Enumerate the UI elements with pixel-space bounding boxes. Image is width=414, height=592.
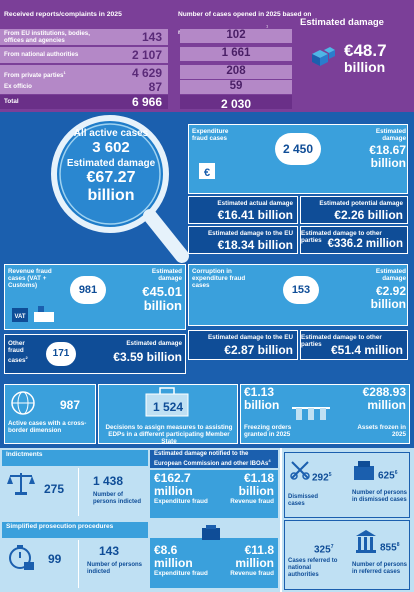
opened-value-eu: 102 — [180, 29, 292, 43]
freezing-icon — [290, 396, 332, 422]
corruption-count: 153 — [283, 276, 319, 304]
crossborder-label: Active cases with a cross-border dimensi… — [8, 420, 87, 435]
expenditure-eu-box: Estimated damage to the EU €18.34 billio… — [188, 226, 298, 254]
crossborder-count: 987 — [60, 398, 81, 412]
received-row-exofficio: Ex officio 87 — [0, 80, 168, 94]
freezing-value: €1.13 billion — [244, 385, 280, 412]
revenue-label: Revenue fraud cases (VAT + Customs) — [8, 268, 52, 290]
simplified-count: 99 — [48, 552, 62, 566]
indictments-count: 275 — [44, 482, 65, 496]
indictments-heading: Indictments — [2, 450, 148, 466]
expenditure-actual-box: Estimated actual damage €16.41 billion — [188, 196, 298, 224]
corruption-eu-box: Estimated damage to the EU €2.87 billion — [188, 330, 298, 360]
corruption-other-box: Estimated damage to other parties €51.4 … — [300, 330, 408, 360]
other-fraud-label: Other fraud cases2 — [8, 340, 28, 365]
vat-ship-icon: VAT — [10, 302, 58, 328]
transfer-icon — [142, 386, 192, 418]
received-row-national: From national authorities 2 107 — [0, 47, 168, 63]
dismissed-persons-label: Number of persons in dismissed cases — [352, 490, 408, 503]
all-active-block: All active cases 3 602 Estimated damage … — [66, 128, 156, 204]
referred-box — [284, 520, 410, 590]
svg-text:VAT: VAT — [14, 314, 25, 320]
dismissed-box — [284, 452, 410, 518]
opened-damage-label: Estimated damage — [300, 17, 384, 28]
blocks-icon — [310, 44, 336, 68]
money-box-icon — [200, 524, 222, 542]
expenditure-count: 2 450 — [275, 133, 321, 165]
dismissed-count: 2925 — [312, 472, 332, 484]
notified-values-box: €162.7 million Expenditure fraud €1.18 b… — [150, 470, 278, 518]
expenditure-damage: Estimated damage €18.67 billion — [369, 128, 406, 170]
referred-persons: 8558 — [380, 542, 400, 554]
corruption-damage: Estimated damage €2.92 billion — [370, 268, 406, 312]
svg-text:€: € — [204, 167, 210, 179]
received-row-total: Total 6 966 — [0, 95, 168, 109]
assets-value: €288.93 million — [362, 385, 406, 412]
magnifier-icon — [32, 114, 192, 264]
notified-heading: Estimated damage notified to the Europea… — [150, 450, 278, 468]
simplified-persons-box: 143 Number of persons indicted — [78, 540, 148, 588]
indictments-persons-box: 1 438 Number of persons indicted — [78, 468, 148, 516]
people-icon — [352, 458, 376, 482]
decisions-label: Decisions to assign measures to assistin… — [105, 424, 233, 446]
euro-envelope-icon: € — [196, 160, 218, 182]
referred-count: 3257 — [314, 544, 334, 556]
simplified-heading: Simplified prosecution procedures — [2, 522, 148, 538]
expenditure-potential-box: Estimated potential damage €2.26 billion — [300, 196, 408, 224]
expenditure-other-box: Estimated damage to other parties €336.2… — [300, 226, 408, 254]
globe-icon — [10, 390, 36, 416]
expenditure-label: Expenditure fraud cases — [192, 128, 229, 143]
opened-damage-value: €48.7 billion — [344, 41, 387, 75]
corruption-label: Corruption in expenditure fraud cases — [192, 268, 246, 290]
revenue-count: 981 — [70, 276, 106, 304]
dismissed-persons: 6256 — [378, 470, 398, 482]
dismiss-icon — [288, 458, 312, 482]
opened-value-exofficio: 59 — [180, 80, 292, 94]
other-fraud-box — [4, 334, 186, 374]
decisions-count: 1 524 — [152, 400, 184, 414]
building-icon — [354, 528, 378, 554]
received-row-private: From private parties1 4 629 — [0, 65, 168, 81]
opened-value-private: 208 — [180, 65, 292, 79]
other-fraud-damage: Estimated damage €3.59 billion — [113, 340, 182, 365]
dismissed-label: Dismissed cases — [288, 494, 319, 507]
revenue-damage: Estimated damage €45.01 billion — [142, 268, 182, 314]
referred-persons-label: Number of persons in referred cases — [352, 562, 408, 575]
freezing-label: Freezing orders granted in 2025 — [244, 424, 292, 439]
stopwatch-icon — [6, 542, 36, 572]
simplified-values-box: €8.6 million Expenditure fraud €11.8 mil… — [150, 538, 278, 588]
assets-label: Assets frozen in 2025 — [357, 424, 406, 439]
opened-value-national: 1 661 — [180, 47, 292, 61]
referred-label: Cases referred to national authorities — [288, 558, 338, 578]
other-fraud-count: 171 — [46, 342, 76, 366]
received-heading: Received reports/complaints in 2025 — [4, 11, 122, 18]
scales-icon — [6, 470, 36, 496]
received-row-eu: From EU institutions, bodies, offices an… — [0, 29, 168, 45]
opened-value-total: 2 030 — [180, 95, 292, 111]
